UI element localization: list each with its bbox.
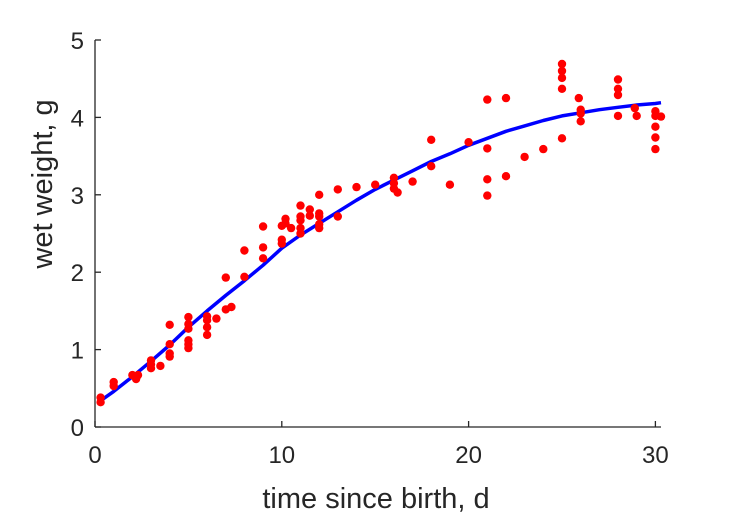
data-point (651, 144, 660, 154)
data-point (557, 84, 567, 94)
axes: 0 10 20 30 0 1 2 3 4 5 (71, 28, 669, 469)
data-point (483, 175, 492, 184)
data-point (258, 254, 268, 263)
data-point (557, 73, 567, 83)
data-point (557, 59, 567, 69)
data-point (613, 90, 623, 100)
data-point (333, 185, 342, 194)
data-point (656, 112, 666, 121)
data-point (146, 360, 156, 369)
data-point (296, 229, 305, 238)
data-point (557, 134, 567, 143)
data-point (315, 223, 324, 233)
data-point (184, 312, 193, 322)
data-point (133, 370, 143, 380)
data-point (286, 223, 296, 233)
plot-area (96, 59, 666, 407)
data-point (576, 117, 585, 126)
data-point (445, 180, 455, 189)
data-point (240, 246, 249, 255)
y-axis-label: wet weight, g (27, 99, 59, 269)
y-tick-label: 1 (71, 338, 84, 365)
data-point (427, 135, 436, 144)
data-point (184, 343, 193, 353)
data-point (632, 111, 641, 121)
data-point (613, 75, 623, 84)
data-point (202, 316, 212, 325)
data-point (156, 361, 165, 371)
data-point (96, 398, 105, 407)
data-point (651, 122, 660, 131)
data-point (427, 162, 436, 171)
data-point (296, 201, 305, 210)
data-point (483, 144, 492, 153)
x-tick-label: 30 (642, 442, 669, 469)
data-point (165, 320, 174, 329)
data-point (315, 190, 324, 199)
data-point (501, 172, 511, 181)
data-point (227, 302, 236, 312)
data-point (630, 103, 639, 113)
fit-curve (99, 100, 662, 403)
data-point (501, 93, 511, 103)
data-point (651, 133, 660, 142)
data-point (258, 243, 268, 252)
data-point (281, 219, 290, 228)
data-point (574, 93, 583, 103)
y-tick-label: 5 (71, 28, 84, 55)
data-point (483, 191, 492, 200)
data-point (333, 212, 342, 221)
data-point (202, 323, 212, 332)
data-point (258, 222, 268, 231)
data-point (109, 381, 118, 391)
data-point (296, 216, 305, 225)
data-point (613, 84, 623, 94)
y-tick-label: 2 (71, 260, 84, 287)
data-point (483, 95, 492, 104)
data-point (352, 182, 361, 192)
data-point (184, 324, 193, 333)
x-tick-label: 20 (455, 442, 482, 469)
data-point (202, 330, 212, 340)
data-point (165, 340, 174, 349)
y-tick-label: 0 (71, 415, 84, 442)
data-point (520, 152, 529, 162)
data-point (371, 180, 380, 189)
data-point (165, 352, 174, 361)
y-tick-label: 3 (71, 183, 84, 210)
data-point (240, 272, 249, 281)
data-point (539, 144, 548, 154)
y-tick-label: 4 (71, 105, 84, 132)
data-point (277, 239, 286, 248)
data-point (557, 66, 567, 76)
data-point (212, 314, 221, 323)
x-axis-label: time since birth, d (262, 483, 489, 515)
data-point (576, 109, 585, 118)
data-point (464, 138, 473, 147)
x-tick-label: 0 (88, 442, 101, 469)
x-tick-label: 10 (268, 442, 295, 469)
data-point (613, 111, 623, 121)
data-point (315, 212, 324, 221)
data-point (305, 211, 314, 220)
data-point (408, 177, 417, 186)
data-point (221, 273, 230, 282)
data-point (305, 205, 314, 214)
data-point (393, 188, 402, 197)
